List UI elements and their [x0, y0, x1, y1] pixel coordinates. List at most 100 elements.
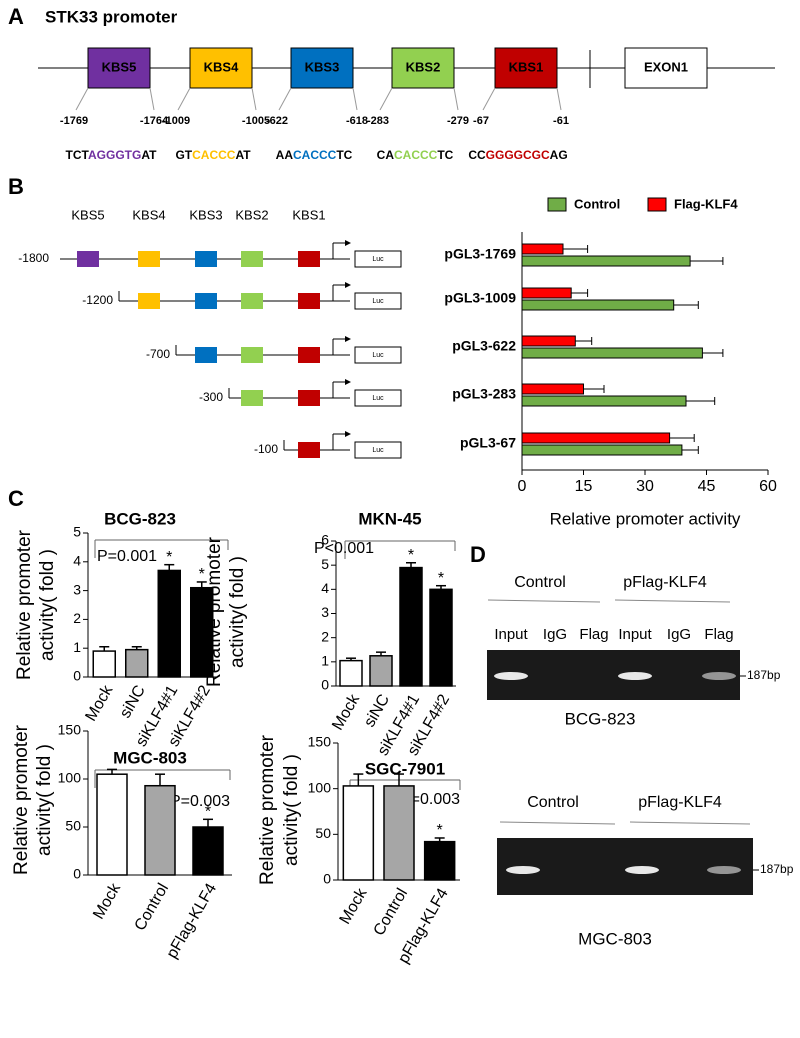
y-tick-label: 150	[308, 734, 332, 750]
panel-label: A	[8, 4, 24, 29]
significance: *	[438, 570, 444, 587]
sequence-part: GT	[175, 148, 192, 162]
sequence-part: CACCC	[293, 148, 337, 162]
legend-swatch	[647, 197, 667, 212]
sequence-part: AT	[235, 148, 251, 162]
sequence: CCGGGGCGCAG	[468, 148, 567, 162]
band	[618, 672, 652, 680]
sequence-part: CACCC	[192, 148, 236, 162]
marker-label: 187bp	[760, 862, 794, 876]
luc-box	[354, 292, 402, 310]
gel	[487, 650, 740, 700]
arrow-head	[345, 336, 351, 342]
cell-line: BCG-823	[565, 709, 636, 728]
x-tick-label: Control	[371, 886, 412, 939]
x-tick-label: Mock	[90, 880, 124, 922]
arrow-head	[345, 431, 351, 437]
line	[278, 87, 292, 111]
bar	[521, 432, 671, 444]
gel	[497, 838, 753, 895]
site-box	[298, 442, 320, 458]
x-tick-label: Mock	[337, 885, 371, 927]
site-box	[195, 251, 217, 267]
site-name: KBS1	[509, 59, 544, 74]
p-value: P=0.003	[170, 793, 230, 810]
site-box	[241, 347, 263, 363]
lane-label: IgG	[543, 626, 567, 643]
y-tick-label: 100	[308, 779, 332, 795]
construct: -300	[199, 390, 223, 404]
luc-box	[354, 389, 402, 407]
bar	[190, 586, 214, 678]
exon-name: EXON1	[644, 59, 688, 74]
bar	[339, 659, 363, 687]
sequence-part: CA	[377, 148, 395, 162]
panel-label: B	[8, 174, 24, 199]
y-tick-label: 6	[321, 532, 329, 548]
y-tick-label: 4	[73, 553, 81, 569]
site-name: KBS4	[204, 59, 239, 74]
arrow-head	[345, 379, 351, 385]
site-box	[195, 347, 217, 363]
line	[453, 87, 459, 111]
site-box	[241, 293, 263, 309]
line	[177, 87, 191, 111]
sequence-part: CC	[468, 148, 486, 162]
line	[379, 87, 393, 111]
sequence-part: TCT	[66, 148, 90, 162]
bar	[521, 287, 572, 299]
y-axis-label: Relative promoter	[257, 734, 278, 885]
group-line	[487, 599, 601, 603]
position: -67	[473, 115, 489, 127]
bar	[429, 588, 453, 687]
line	[149, 87, 155, 111]
reporter: Luc	[372, 298, 384, 305]
reporter: Luc	[372, 447, 384, 454]
arrow-head	[345, 282, 351, 288]
group-line	[629, 821, 751, 825]
y-tick-label: 0	[323, 871, 331, 887]
significance: *	[437, 822, 443, 839]
sequence-part: AGGGTG	[88, 148, 141, 162]
position: -618	[346, 115, 368, 127]
group-label: pFlag-KLF4	[623, 574, 707, 591]
group-label: Control	[527, 794, 579, 811]
site-box	[298, 293, 320, 309]
y-tick-label: 100	[58, 770, 82, 786]
category-label: pGL3-283	[452, 386, 516, 402]
site-name: KBS5	[102, 59, 137, 74]
p-value: P=0.003	[400, 791, 460, 808]
y-tick-label: 5	[321, 556, 329, 572]
bar	[521, 243, 564, 255]
y-tick-label: 1	[321, 653, 329, 669]
bar	[521, 383, 584, 395]
luc-box	[354, 346, 402, 364]
construct: -1800	[18, 251, 49, 265]
cell-line: MGC-803	[578, 929, 652, 948]
sequence-part: TC	[437, 148, 453, 162]
site-box	[298, 390, 320, 406]
x-tick-label: Mock	[83, 682, 117, 724]
site-name: KBS2	[406, 59, 441, 74]
panel-label: D	[470, 542, 486, 567]
y-tick-label: 50	[315, 825, 331, 841]
reporter: Luc	[372, 352, 384, 359]
line	[482, 87, 496, 111]
panel-title: STK33 promoter	[45, 7, 178, 26]
band	[494, 672, 528, 680]
y-tick-label: 0	[73, 866, 81, 882]
group-label: Control	[514, 574, 566, 591]
position: -622	[266, 115, 288, 127]
legend-swatch	[547, 197, 567, 212]
site-box	[77, 251, 99, 267]
y-tick-label: 150	[58, 722, 82, 738]
exon-box	[624, 47, 708, 89]
reporter: Luc	[372, 256, 384, 263]
y-axis-label: activity( fold )	[281, 754, 302, 866]
bar	[96, 773, 128, 876]
chart-title: BCG-823	[104, 509, 176, 528]
y-axis-label: Relative promoter	[204, 536, 225, 687]
x-tick-label: siNC	[361, 692, 393, 731]
x-tick-label: 15	[575, 478, 593, 495]
chart-title: MKN-45	[358, 509, 421, 528]
